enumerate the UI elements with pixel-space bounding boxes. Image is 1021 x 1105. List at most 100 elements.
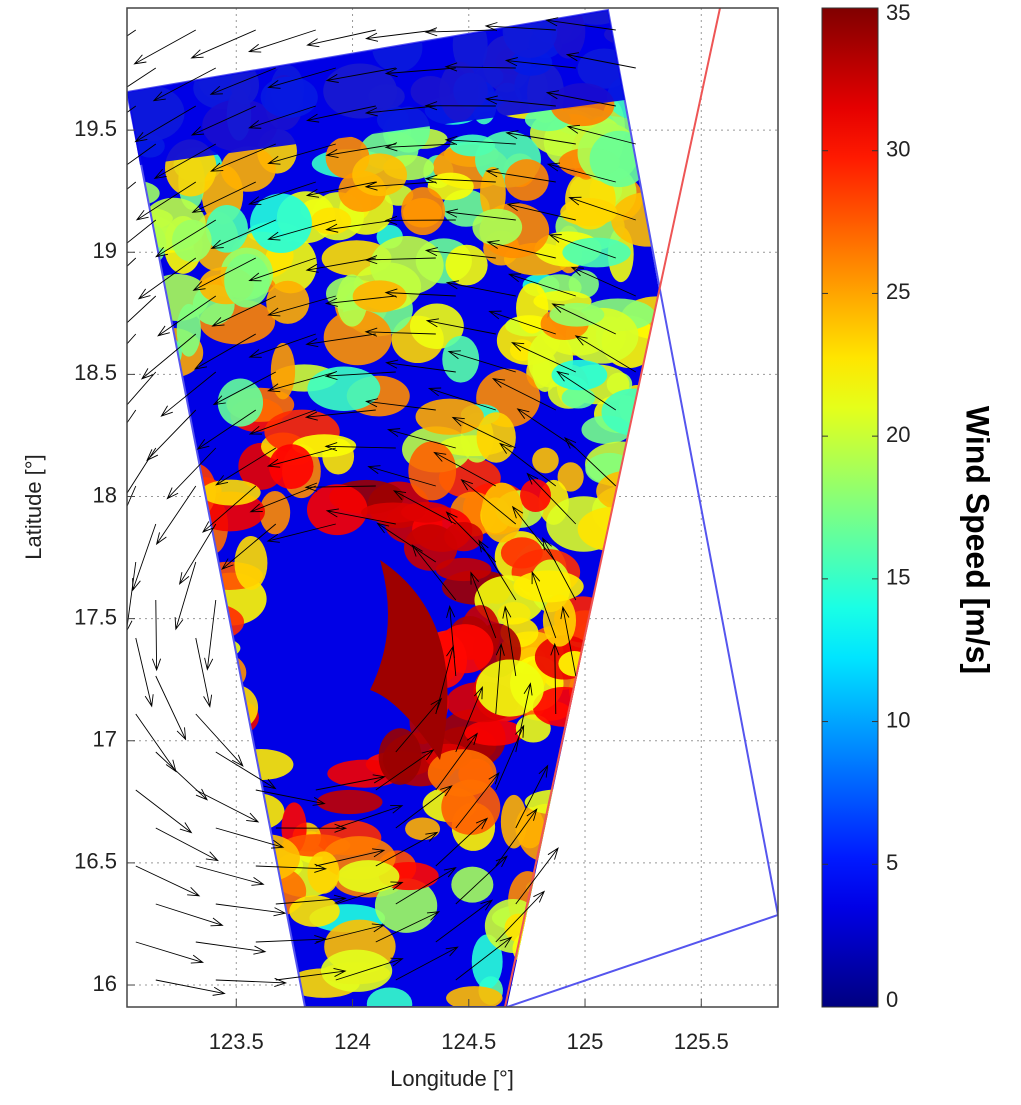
wind-vector xyxy=(215,827,285,849)
x-tick-label: 124 xyxy=(334,1029,371,1054)
wind-patch xyxy=(176,303,201,357)
wind-vector xyxy=(267,371,336,393)
wind-vector xyxy=(127,295,157,324)
wind-vector xyxy=(255,934,328,945)
wind-vector xyxy=(495,642,505,715)
wind-vector xyxy=(266,523,336,543)
y-tick-label: 17 xyxy=(93,727,117,752)
wind-vector xyxy=(212,371,276,406)
wind-vector xyxy=(364,327,436,337)
wind-vector xyxy=(427,387,496,411)
wind-patch xyxy=(427,749,497,797)
wind-patch xyxy=(403,524,458,571)
wind-vector xyxy=(266,447,336,468)
wind-vector xyxy=(395,946,459,981)
wind-vector xyxy=(491,378,556,411)
x-tick-label: 125 xyxy=(567,1029,604,1054)
wind-vector xyxy=(435,899,494,943)
wind-patch xyxy=(500,537,543,569)
wind-vector xyxy=(385,359,456,373)
wind-vector xyxy=(335,957,404,981)
wind-vector xyxy=(395,867,457,905)
wind-vector xyxy=(560,605,577,677)
wind-vector xyxy=(160,371,217,417)
wind-vector xyxy=(495,808,538,867)
wind-vector xyxy=(485,168,556,183)
wind-vector xyxy=(248,257,316,282)
wind-vector xyxy=(324,295,396,307)
wind-vector xyxy=(444,208,516,221)
wind-vector xyxy=(546,162,616,183)
y-axis-label: Latitude [°] xyxy=(21,454,46,559)
wind-vector xyxy=(325,67,396,83)
wind-patch xyxy=(504,159,549,201)
wind-vector xyxy=(146,409,197,462)
wind-vector xyxy=(484,95,556,107)
wind-patch xyxy=(500,794,527,849)
wind-vector xyxy=(565,52,636,69)
wind-patch xyxy=(472,208,523,246)
wind-patch xyxy=(520,479,552,513)
wind-patch xyxy=(320,949,393,992)
wind-vector xyxy=(511,505,557,563)
wind-vector xyxy=(155,979,226,996)
wind-vector xyxy=(305,181,376,198)
wind-vector xyxy=(531,570,557,639)
wind-vector xyxy=(137,257,197,300)
wind-vector xyxy=(192,257,256,291)
wind-vector xyxy=(324,442,396,452)
wind-patch xyxy=(451,866,494,903)
wind-vector xyxy=(133,29,197,65)
wind-vector xyxy=(155,903,224,927)
wind-vector xyxy=(275,823,348,833)
wind-patch xyxy=(217,378,264,427)
wind-vector xyxy=(566,124,636,145)
wind-patch xyxy=(352,280,407,313)
wind-vector xyxy=(460,478,517,525)
wind-patch xyxy=(220,146,276,192)
wind-vector xyxy=(248,409,316,435)
wind-patch xyxy=(471,934,503,989)
wind-vector xyxy=(305,333,376,348)
wind-vector xyxy=(315,923,386,943)
colorbar-tick-label: 25 xyxy=(886,279,910,304)
wind-vector xyxy=(174,561,197,631)
wind-vector xyxy=(155,827,219,862)
wind-vector xyxy=(195,713,244,767)
wind-vector xyxy=(367,465,436,487)
y-tick-label: 18 xyxy=(93,482,117,507)
colorbar-tick-label: 10 xyxy=(886,707,910,732)
wind-vector xyxy=(127,333,137,345)
wind-vector xyxy=(221,523,277,570)
wind-vector xyxy=(195,865,265,886)
wind-vector xyxy=(191,181,256,213)
wind-vector xyxy=(470,571,497,639)
wind-vector xyxy=(305,257,376,273)
wind-vector xyxy=(195,789,260,823)
wind-vector xyxy=(515,764,549,829)
wind-vector xyxy=(267,295,336,317)
colorbar-tick-label: 35 xyxy=(886,0,910,25)
wind-vector xyxy=(275,967,347,981)
wind-vector xyxy=(134,105,197,143)
wind-vector xyxy=(392,490,457,525)
wind-vector xyxy=(364,105,436,117)
wind-vector xyxy=(248,333,316,358)
wind-vector xyxy=(135,713,177,773)
wind-vector xyxy=(255,789,326,806)
wind-vector xyxy=(455,686,483,753)
wind-vector xyxy=(384,215,456,225)
wind-patch xyxy=(476,412,516,463)
wind-vector xyxy=(542,537,577,601)
wind-vector xyxy=(424,174,496,184)
wind-patch xyxy=(405,817,441,841)
wind-vector xyxy=(325,143,396,158)
y-tick-label: 16.5 xyxy=(74,849,117,874)
wind-patch xyxy=(369,236,444,295)
wind-patch xyxy=(516,283,549,334)
wind-vector xyxy=(190,105,256,136)
wind-vector xyxy=(127,67,157,88)
wind-patch xyxy=(292,434,357,458)
wind-vector xyxy=(507,273,576,297)
